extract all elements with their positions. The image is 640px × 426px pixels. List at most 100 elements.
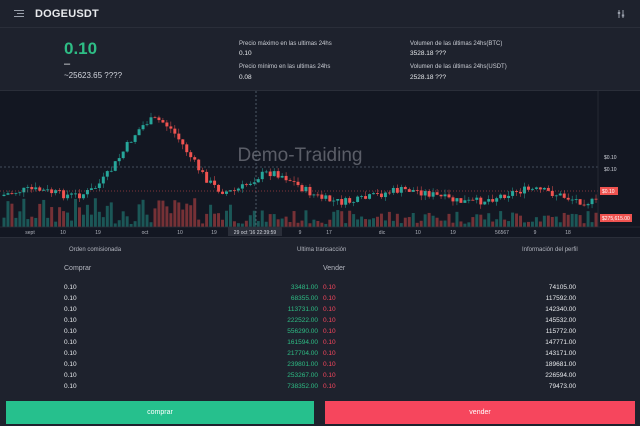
volume-bar	[213, 213, 217, 227]
volume-bar	[109, 202, 113, 227]
candle	[395, 187, 399, 193]
volume-bar	[554, 216, 558, 227]
volume-bar	[77, 207, 81, 227]
buy-button[interactable]: comprar	[6, 401, 314, 424]
volume-bar	[260, 210, 264, 227]
time-axis-label: 9	[299, 230, 302, 236]
candle	[594, 198, 598, 200]
volume-bar	[435, 217, 439, 227]
order-book-row: 0.10 253267.00 0.10 226594.00	[0, 372, 640, 383]
time-axis-label: 56567	[495, 230, 509, 236]
volume-bar	[530, 221, 534, 227]
candle	[503, 194, 507, 199]
candle	[530, 188, 534, 190]
candle	[372, 193, 375, 195]
volume-bar	[193, 198, 197, 227]
volume-bar	[18, 211, 22, 227]
volume-bar	[594, 212, 598, 227]
volume-bar	[308, 223, 312, 227]
price-fiat-value: ~25623.65 ????	[64, 71, 123, 80]
sell-amount: 145532.00	[545, 317, 576, 324]
candle	[562, 193, 566, 198]
volume-bar	[10, 203, 14, 227]
volume-bar	[431, 215, 435, 227]
volume-bar	[320, 222, 324, 227]
candle	[145, 124, 149, 126]
tab-last-trade[interactable]: Ultima transacción	[297, 247, 347, 253]
volume-bar	[264, 221, 268, 227]
candle	[288, 180, 292, 182]
tab-orders[interactable]: Orden comisionada	[69, 247, 122, 253]
volume-bar	[50, 207, 54, 227]
volume-bar	[58, 207, 62, 227]
volume-bar	[14, 217, 18, 227]
candles	[2, 112, 598, 209]
volume-bar	[379, 213, 383, 227]
candle	[217, 184, 221, 192]
candle	[284, 175, 288, 181]
volume-bar	[105, 205, 109, 227]
volume-badge-text: $275,615.00	[602, 216, 630, 222]
candle	[272, 171, 276, 177]
volume-bar	[205, 213, 209, 227]
volume-bar	[348, 210, 352, 227]
candle	[332, 200, 336, 202]
time-axis-label: 10	[60, 230, 66, 236]
buy-amount: 738352.00	[287, 383, 318, 390]
volume-bar	[515, 213, 519, 227]
volume-bar	[570, 213, 574, 227]
candle	[546, 187, 550, 191]
buy-amount: 239801.00	[287, 361, 318, 368]
tab-profile[interactable]: Información del perfil	[522, 247, 578, 253]
candle	[89, 188, 93, 191]
volume-bar	[177, 202, 181, 227]
candle	[467, 199, 471, 201]
candle	[570, 199, 574, 201]
sell-price: 0.10	[323, 306, 336, 313]
volume-bar	[483, 219, 487, 227]
candle	[225, 191, 228, 194]
price-chart[interactable]: Demo-Traiding $0.10 $0.10 $0.10 $275,615…	[0, 90, 640, 238]
top-bar: DOGEUSDT	[0, 0, 640, 28]
order-book: Comprar Vender 0.10 33481.00 0.10 74105.00 0…	[0, 262, 640, 400]
volume-bar	[38, 203, 42, 227]
candle	[244, 184, 248, 186]
high-24h-label: Precio máximo en las ultimas 24hs	[239, 41, 332, 47]
volume-bar	[145, 214, 149, 227]
slider-settings-icon[interactable]	[616, 9, 626, 19]
buy-amount: 253267.00	[287, 372, 318, 379]
volume-bar	[26, 219, 30, 227]
candle	[18, 192, 22, 194]
sell-price: 0.10	[323, 328, 336, 335]
volume-bar	[185, 203, 189, 227]
volume-bar	[407, 217, 411, 227]
candle	[515, 191, 519, 192]
candle	[85, 190, 89, 195]
candle	[360, 196, 364, 197]
volume-bar	[236, 223, 240, 227]
sell-button[interactable]: vender	[325, 401, 635, 424]
candle	[419, 190, 423, 196]
sell-amount: 115772.00	[545, 328, 576, 335]
candle	[205, 171, 209, 183]
candle	[316, 194, 320, 196]
volume-bar	[455, 211, 459, 227]
candle	[236, 188, 240, 191]
candlestick-chart[interactable]: Demo-Traiding $0.10 $0.10 $0.10 $275,615…	[0, 91, 640, 237]
volume-bar	[201, 223, 205, 227]
buy-amount: 217704.00	[287, 350, 318, 357]
candle	[161, 120, 165, 123]
volume-usdt-label: Volumen de las últimas 24hs(USDT)	[410, 64, 507, 70]
info-tabs: Orden comisionada Ultima transacción Inf…	[0, 238, 640, 262]
candle	[431, 192, 435, 197]
order-book-row: 0.10 222522.00 0.10 145532.00	[0, 317, 640, 328]
time-axis-label: dic	[379, 230, 386, 236]
volume-bar	[244, 220, 248, 227]
candle	[197, 159, 201, 171]
volume-bar	[300, 220, 304, 227]
candle	[296, 181, 300, 186]
candle	[264, 171, 268, 173]
candle	[348, 198, 352, 203]
menu-icon[interactable]	[14, 10, 24, 18]
volume-bar	[129, 223, 133, 227]
